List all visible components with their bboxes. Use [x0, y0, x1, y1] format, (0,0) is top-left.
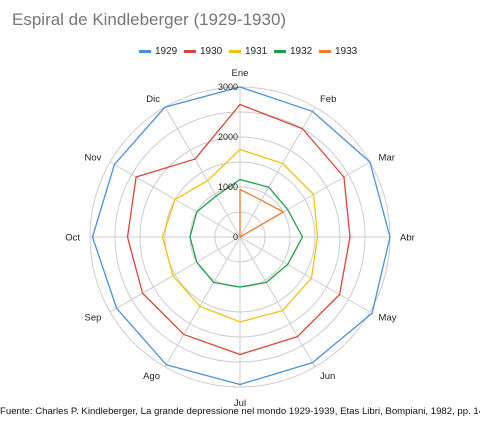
category-label-mar: Mar	[379, 153, 395, 164]
category-label-abr: Abr	[400, 233, 415, 244]
radial-tick-label: 0	[233, 232, 238, 242]
category-label-oct: Oct	[65, 233, 80, 244]
chart-title: Espiral de Kindleberger (1929-1930)	[12, 10, 287, 29]
legend-item-1929[interactable]: 1929	[139, 46, 177, 57]
category-label-jul: Jul	[234, 398, 246, 409]
series-1929-line	[91, 86, 391, 386]
legend-label: 1932	[290, 46, 313, 57]
radial-tick-label: 1000	[218, 182, 238, 192]
legend-swatch	[229, 50, 241, 53]
legend-label: 1930	[200, 46, 223, 57]
legend-item-1932[interactable]: 1932	[274, 46, 312, 57]
legend-swatch	[184, 50, 196, 53]
legend-item-1933[interactable]: 1933	[319, 46, 357, 57]
legend-swatch	[139, 50, 151, 53]
category-label-feb: Feb	[320, 94, 336, 105]
grid-spoke	[164, 106, 241, 238]
legend-swatch	[319, 50, 331, 53]
radial-tick-label: 2000	[218, 132, 238, 142]
category-label-dic: Dic	[146, 94, 160, 105]
grid-spoke	[239, 106, 316, 238]
grid-spoke	[164, 236, 241, 368]
legend: 1929 1930 1931 1932 1933	[0, 46, 480, 60]
legend-item-1931[interactable]: 1931	[229, 46, 267, 57]
legend-label: 1931	[245, 46, 268, 57]
legend-label: 1933	[335, 46, 358, 57]
legend-label: 1929	[155, 46, 178, 57]
source-note: Fuente: Charles P. Kindleberger, La gran…	[0, 406, 480, 417]
category-label-ago: Ago	[143, 371, 160, 382]
series-1933-line	[239, 188, 284, 238]
category-label-nov: Nov	[85, 153, 102, 164]
legend-swatch	[274, 50, 286, 53]
grid-spoke	[239, 236, 371, 313]
category-label-jun: Jun	[320, 371, 335, 382]
legend-item-1930[interactable]: 1930	[184, 46, 222, 57]
grid-spoke	[109, 236, 241, 313]
series-1932-line	[189, 178, 304, 288]
radial-tick-label: 3000	[218, 82, 238, 92]
category-label-sep: Sep	[85, 313, 102, 324]
category-label-ene: Ene	[232, 68, 249, 79]
series-1930-line	[126, 103, 351, 356]
grid-spoke	[239, 236, 316, 368]
category-label-may: May	[379, 313, 397, 324]
series-1931-line	[161, 148, 319, 323]
